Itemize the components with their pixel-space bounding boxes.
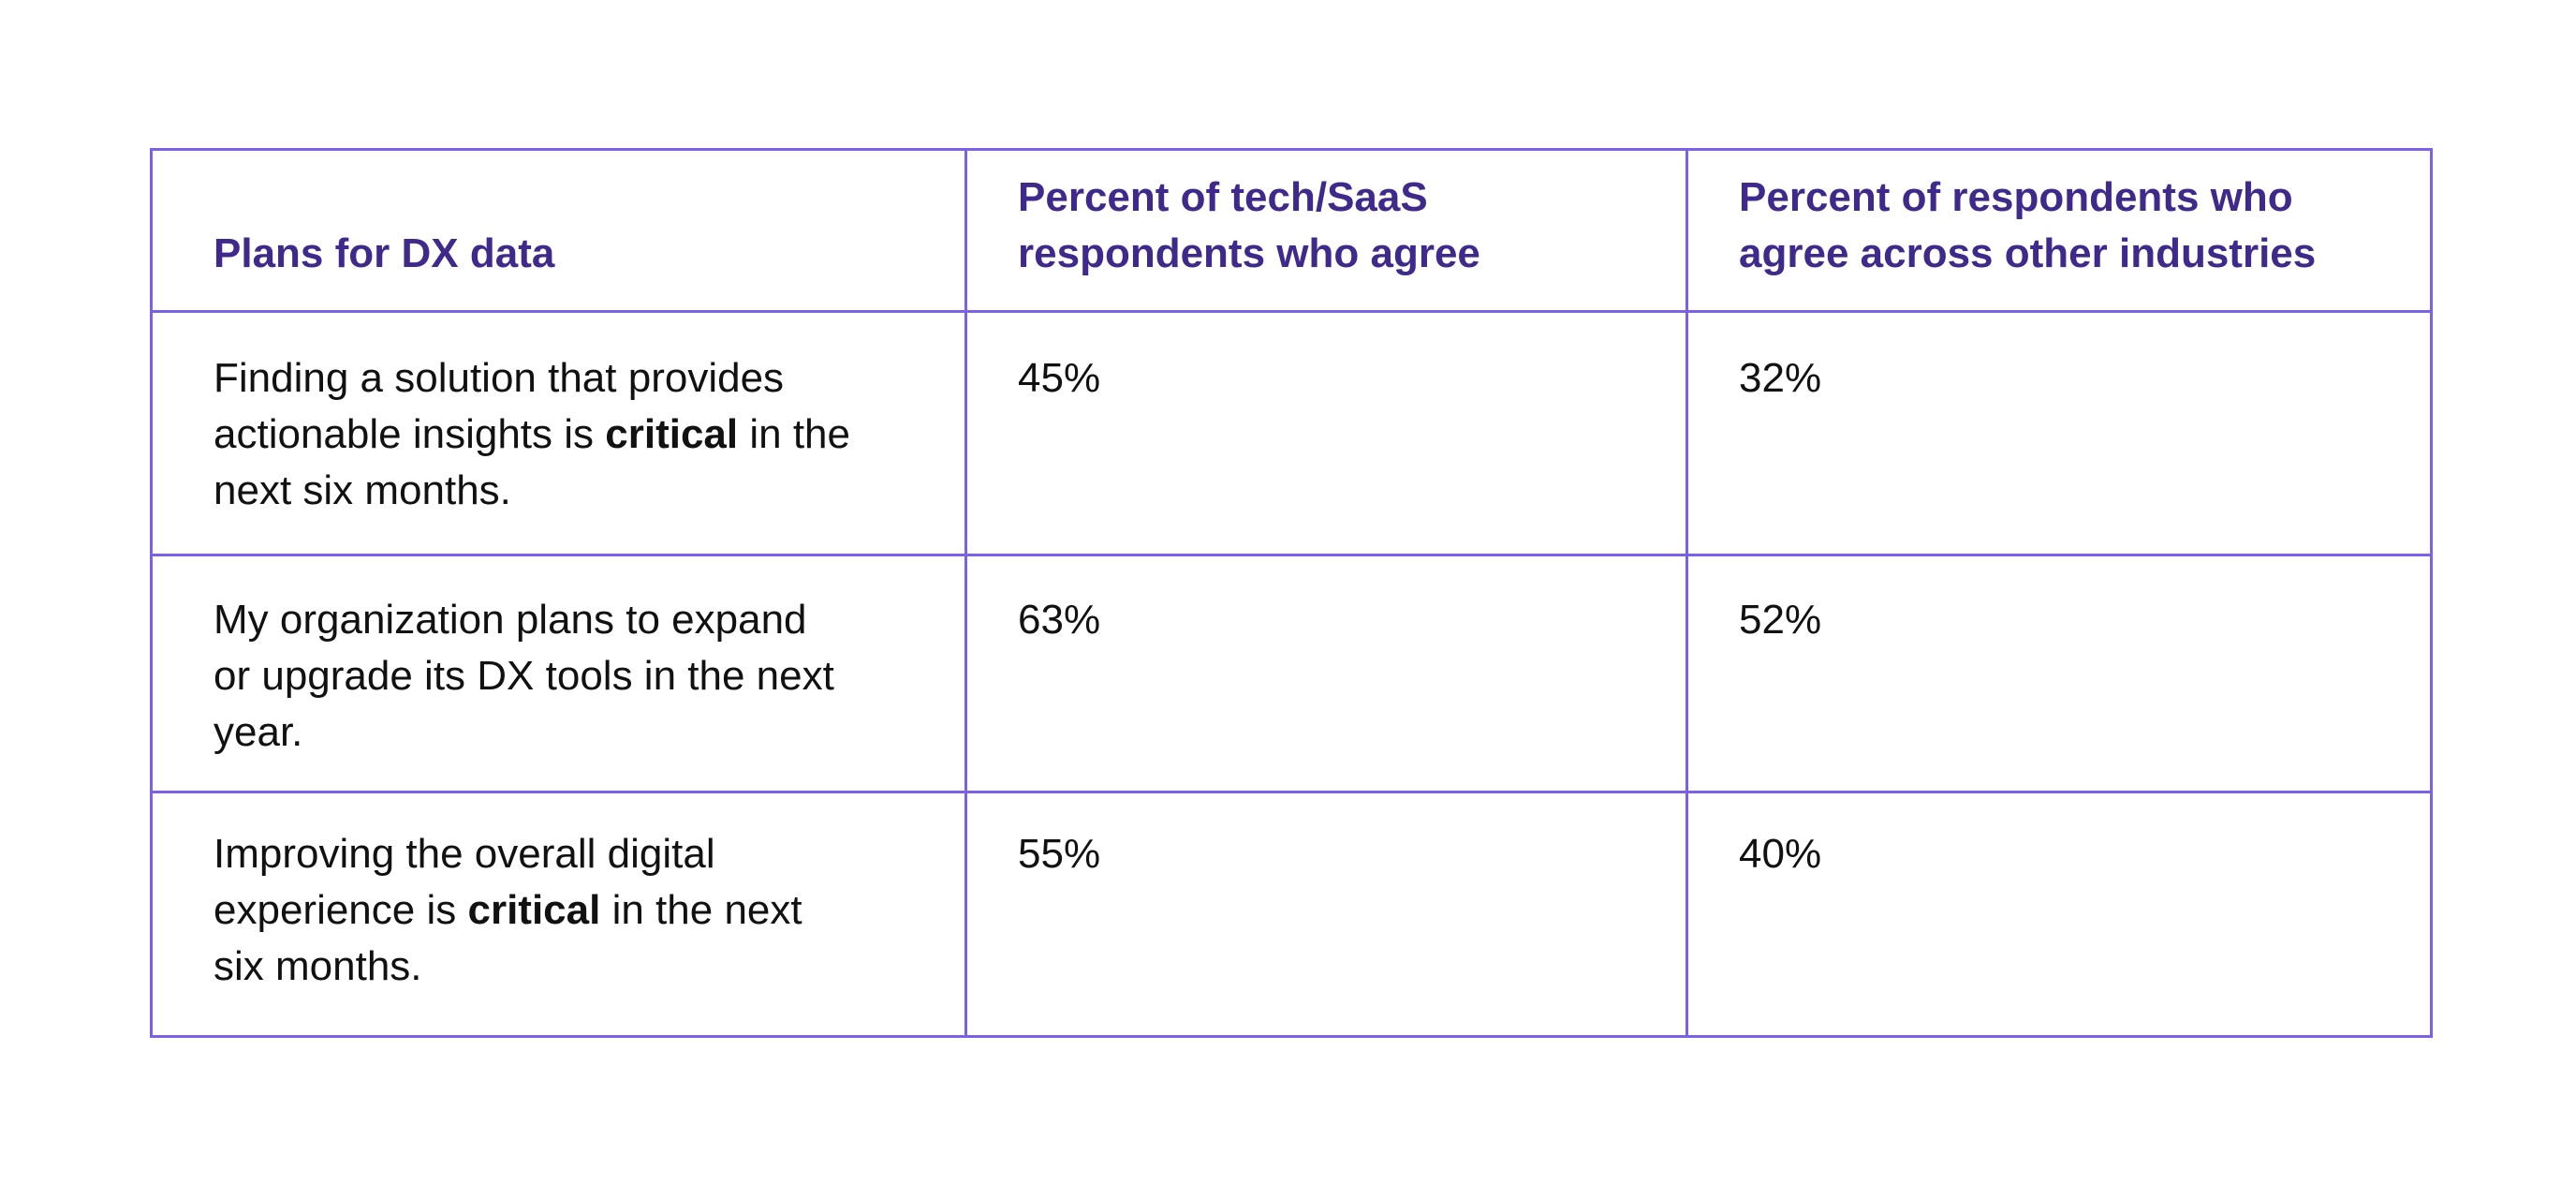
statement-text: Finding a solution that provides actiona… [213,355,785,457]
tech-saas-value: 55% [964,791,1688,1038]
header-row: Plans for DX data Percent of tech/SaaS r… [150,148,2433,313]
table-body: Finding a solution that provides actiona… [150,310,2433,1038]
tech-saas-value: 63% [964,554,1688,793]
header-tech-saas-percent: Percent of tech/SaaS respondents who agr… [964,148,1688,313]
dx-plans-table: Plans for DX data Percent of tech/SaaS r… [150,148,2433,1038]
statement-cell: Improving the overall digital experience… [150,791,967,1038]
table-row: Improving the overall digital experience… [150,791,2433,1038]
other-industries-value: 32% [1685,310,2433,556]
header-other-industries-percent: Percent of respondents who agree across … [1685,148,2433,313]
table-header: Plans for DX data Percent of tech/SaaS r… [150,148,2433,313]
other-industries-value: 40% [1685,791,2433,1038]
statement-cell: My organization plans to expand or upgra… [150,554,967,793]
tech-saas-value: 45% [964,310,1688,556]
statement-text-end: in the next six months. [213,887,802,989]
table-row: Finding a solution that provides actiona… [150,310,2433,556]
statement-text-end: in the next six months. [213,411,850,513]
statement-emphasis: critical [605,411,739,457]
statement-emphasis: critical [467,887,601,933]
statement-cell: Finding a solution that provides actiona… [150,310,967,556]
statement-text: My organization plans to expand or upgra… [213,597,834,755]
table-row: My organization plans to expand or upgra… [150,554,2433,793]
other-industries-value: 52% [1685,554,2433,793]
header-plans: Plans for DX data [150,148,967,313]
statement-text: Improving the overall digital experience… [213,831,715,933]
